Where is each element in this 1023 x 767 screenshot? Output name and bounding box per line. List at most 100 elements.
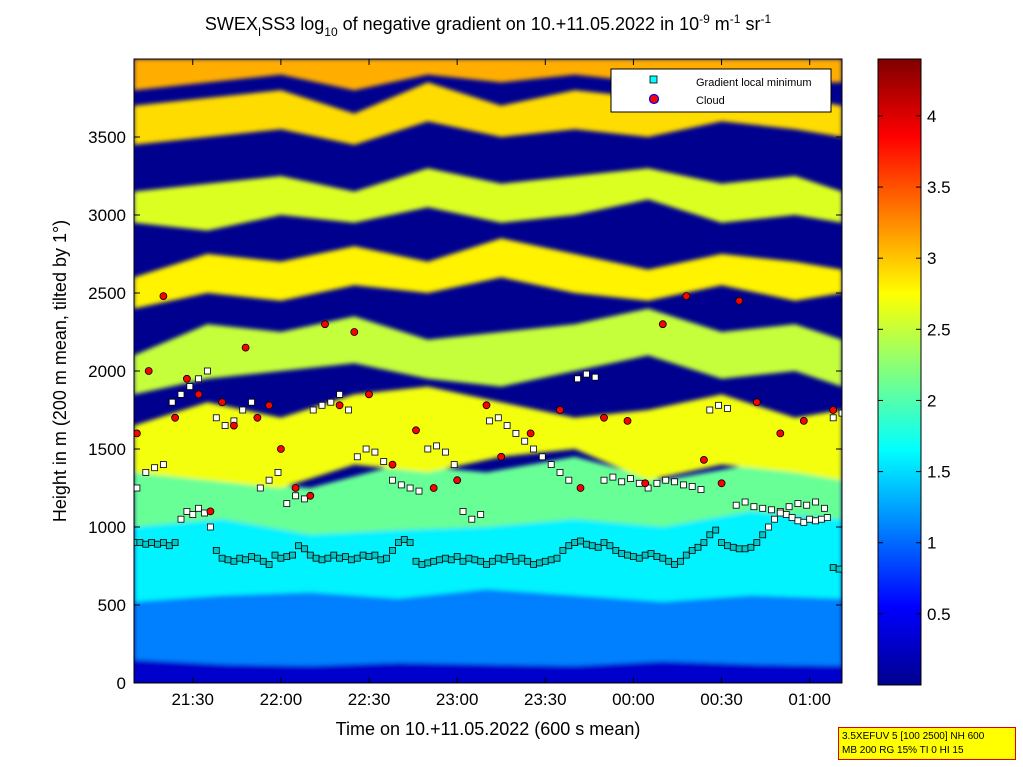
gradient-minimum-point — [524, 557, 532, 565]
gradient-minimum-point — [345, 406, 352, 414]
marker-layer — [134, 292, 842, 573]
gradient-minimum-point — [547, 461, 555, 469]
cloud-point — [159, 292, 168, 301]
gradient-minimum-point — [330, 551, 338, 559]
cloud-point — [365, 390, 373, 399]
gradient-minimum-point — [729, 543, 737, 551]
gradient-minimum-point — [547, 556, 555, 564]
cloud-point — [735, 296, 744, 305]
gradient-minimum-point — [265, 476, 273, 484]
gradient-minimum-point — [553, 554, 561, 562]
gradient-minimum-point — [706, 531, 714, 539]
gradient-minimum-point — [453, 553, 461, 560]
gradient-minimum-point — [753, 539, 761, 546]
gradient-minimum-point — [735, 545, 743, 553]
gradient-minimum-point — [183, 507, 191, 515]
cloud-point — [429, 484, 438, 492]
cloud-point — [829, 406, 838, 414]
gradient-minimum-point — [342, 553, 349, 560]
gradient-minimum-point — [823, 514, 831, 521]
gradient-minimum-point — [383, 554, 391, 562]
gradient-minimum-point — [635, 554, 643, 562]
gradient-minimum-point — [812, 517, 819, 525]
legend-marker-square — [649, 75, 658, 84]
gradient-minimum-point — [600, 539, 608, 546]
gradient-minimum-point — [530, 561, 537, 568]
chart-title: SWEXISS3 log10 of negative gradient on 1… — [205, 12, 772, 39]
gradient-minimum-point — [771, 515, 778, 523]
cloud-point — [482, 401, 491, 410]
gradient-minimum-point — [389, 547, 396, 554]
gradient-minimum-point — [800, 518, 808, 526]
legend-marker-circle — [648, 93, 660, 105]
gradient-minimum-point — [468, 515, 476, 523]
gradient-minimum-point — [794, 517, 802, 525]
x-tick-label: 01:00 — [788, 690, 831, 709]
x-tick-label: 22:30 — [348, 690, 391, 709]
cloud-point — [276, 445, 285, 453]
gradient-minimum-point — [256, 484, 264, 492]
gradient-minimum-point — [565, 476, 573, 484]
gradient-minimum-point — [680, 481, 687, 489]
cloud-point — [182, 374, 191, 383]
gradient-minimum-point — [609, 473, 617, 481]
gradient-minimum-point — [353, 554, 361, 562]
parameter-info-box: 3.5XEFUV 5 [100 2500] NH 600 MB 200 RG 1… — [838, 727, 1016, 760]
gradient-minimum-point — [289, 551, 297, 559]
x-tick-label: 23:00 — [436, 690, 479, 709]
gradient-minimum-point — [682, 551, 690, 559]
gradient-minimum-point — [318, 401, 326, 409]
gradient-minimum-point — [477, 557, 485, 565]
gradient-minimum-point — [486, 417, 493, 425]
gradient-minimum-point — [306, 551, 314, 559]
gradient-minimum-point — [142, 468, 150, 476]
gradient-minimum-point — [151, 464, 159, 472]
legend-label-minimum: Gradient local minimum — [696, 77, 812, 89]
gradient-minimum-point — [353, 453, 361, 461]
gradient-minimum-point — [253, 554, 261, 562]
x-tick-label: 23:30 — [524, 690, 567, 709]
gradient-minimum-point — [741, 498, 749, 506]
gradient-minimum-point — [594, 543, 602, 551]
cloud-point — [682, 292, 691, 301]
gradient-minimum-point — [541, 557, 549, 565]
cloud-point — [218, 398, 227, 407]
gradient-minimum-point — [536, 559, 543, 567]
gradient-minimum-point — [318, 556, 326, 564]
gradient-minimum-point — [418, 561, 426, 568]
gradient-minimum-point — [521, 437, 529, 445]
gradient-minimum-point — [618, 478, 626, 486]
cloud-point — [526, 429, 535, 438]
gradient-minimum-point — [380, 458, 388, 465]
y-axis: 0 500 1000 1500 2000 2500 3000 3500 — [88, 128, 842, 693]
gradient-minimum-point — [171, 539, 179, 546]
gradient-minimum-point — [259, 557, 267, 565]
gradient-minimum-point — [230, 557, 238, 565]
gradient-minimum-point — [724, 404, 731, 412]
gradient-minimum-point — [300, 545, 308, 553]
gradient-minimum-point — [336, 390, 344, 398]
cloud-point — [229, 421, 238, 430]
gradient-minimum-point — [203, 367, 211, 375]
colorbar-tick-label: 1.5 — [927, 463, 951, 482]
gradient-minimum-point — [612, 547, 620, 554]
gradient-minimum-point — [312, 554, 320, 562]
heatmap-layers — [134, 59, 842, 683]
x-axis: 21:30 22:00 22:30 23:00 23:30 00:00 00:30 01:00 — [171, 59, 831, 709]
gradient-minimum-point — [336, 554, 344, 562]
gradient-minimum-point — [159, 461, 167, 469]
heatmap-band-layer-2500 — [134, 238, 842, 309]
gradient-minimum-point — [665, 557, 673, 565]
gradient-minimum-point — [571, 539, 579, 546]
gradient-minimum-point — [365, 553, 373, 560]
y-tick-label: 0 — [117, 674, 126, 693]
gradient-minimum-point — [277, 554, 285, 562]
cloud-point — [291, 484, 300, 492]
gradient-minimum-point — [309, 406, 317, 414]
gradient-minimum-point — [641, 551, 649, 559]
colorbar-tick-label: 4 — [927, 107, 936, 126]
cloud-point — [321, 320, 329, 329]
heatmap-band-boundary-layer-cyan — [134, 511, 842, 602]
gradient-minimum-point — [406, 484, 414, 492]
cloud-point — [556, 406, 564, 414]
